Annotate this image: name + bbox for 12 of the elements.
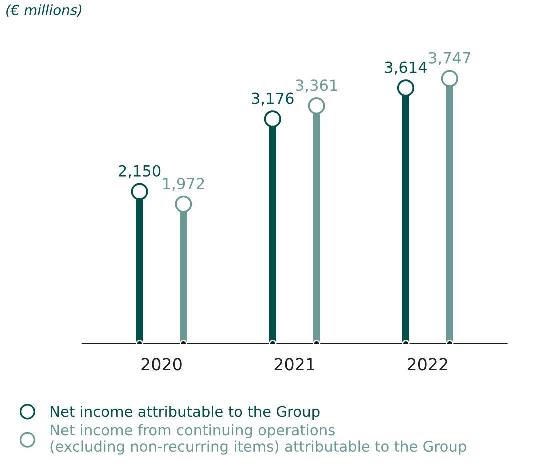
data-label: 2,150 [119, 165, 161, 178]
legend-label: Net income from continuing operations (excluding non-recurring items) attributable to the Group [50, 424, 466, 455]
data-label: 3,747 [429, 52, 470, 66]
data-label: 3,614 [385, 62, 427, 75]
data-label: 3,176 [252, 92, 294, 106]
chart-title: (€ millions) [6, 4, 82, 18]
x-tick-label: 2022 [408, 358, 448, 371]
legend-label: Net income attributable to the Group [51, 406, 320, 420]
data-label: 3,361 [296, 80, 338, 93]
x-tick-label: 2021 [274, 358, 315, 371]
data-label: 1,972 [164, 178, 204, 192]
x-tick-label: 2020 [142, 358, 182, 371]
